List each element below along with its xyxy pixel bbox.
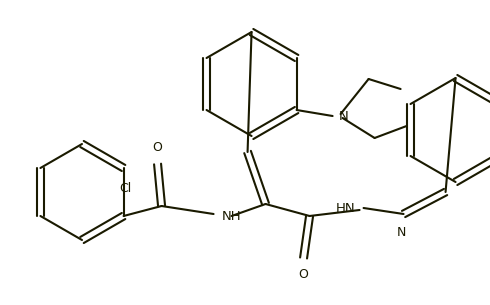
Text: Cl: Cl xyxy=(120,182,132,195)
Text: NH: NH xyxy=(221,210,241,223)
Text: O: O xyxy=(152,141,163,154)
Text: N: N xyxy=(397,226,406,239)
Text: HN: HN xyxy=(336,202,356,214)
Text: O: O xyxy=(298,268,309,281)
Text: N: N xyxy=(339,109,348,123)
